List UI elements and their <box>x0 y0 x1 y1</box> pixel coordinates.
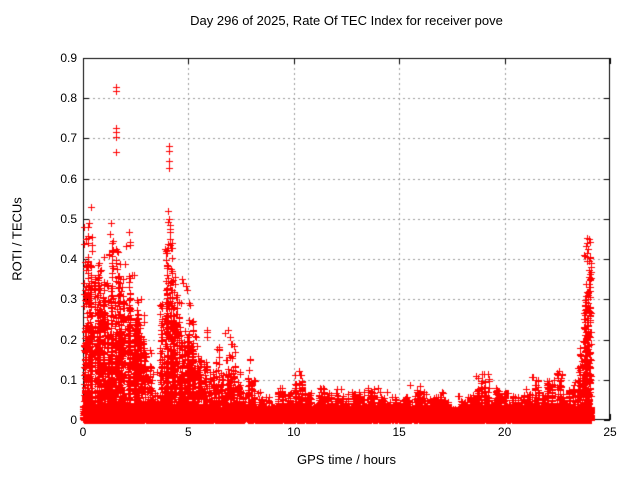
y-tick-label: 0.7 <box>60 131 77 146</box>
y-tick-label: 0.5 <box>60 211 77 226</box>
y-tick-label: 0.1 <box>60 372 77 387</box>
x-axis-label: GPS time / hours <box>297 452 396 467</box>
y-tick-label: 0.4 <box>60 252 77 267</box>
x-tick-label: 15 <box>392 425 406 439</box>
y-tick-label: 0.3 <box>60 292 77 307</box>
y-tick-label: 0.8 <box>60 91 77 106</box>
chart-title: Day 296 of 2025, Rate Of TEC Index for r… <box>190 13 503 28</box>
y-tick-label: 0.2 <box>60 332 77 347</box>
x-tick-label: 5 <box>185 425 192 439</box>
y-tick-label: 0 <box>70 413 77 427</box>
x-tick-label: 25 <box>603 425 617 439</box>
x-tick-label: 20 <box>497 425 512 439</box>
y-axis-label: ROTI / TECUs <box>9 197 25 281</box>
y-tick-label: 0.9 <box>60 51 77 65</box>
x-tick-label: 10 <box>287 425 301 439</box>
x-tick-label: 0 <box>79 425 87 439</box>
y-tick-label: 0.6 <box>60 171 77 186</box>
